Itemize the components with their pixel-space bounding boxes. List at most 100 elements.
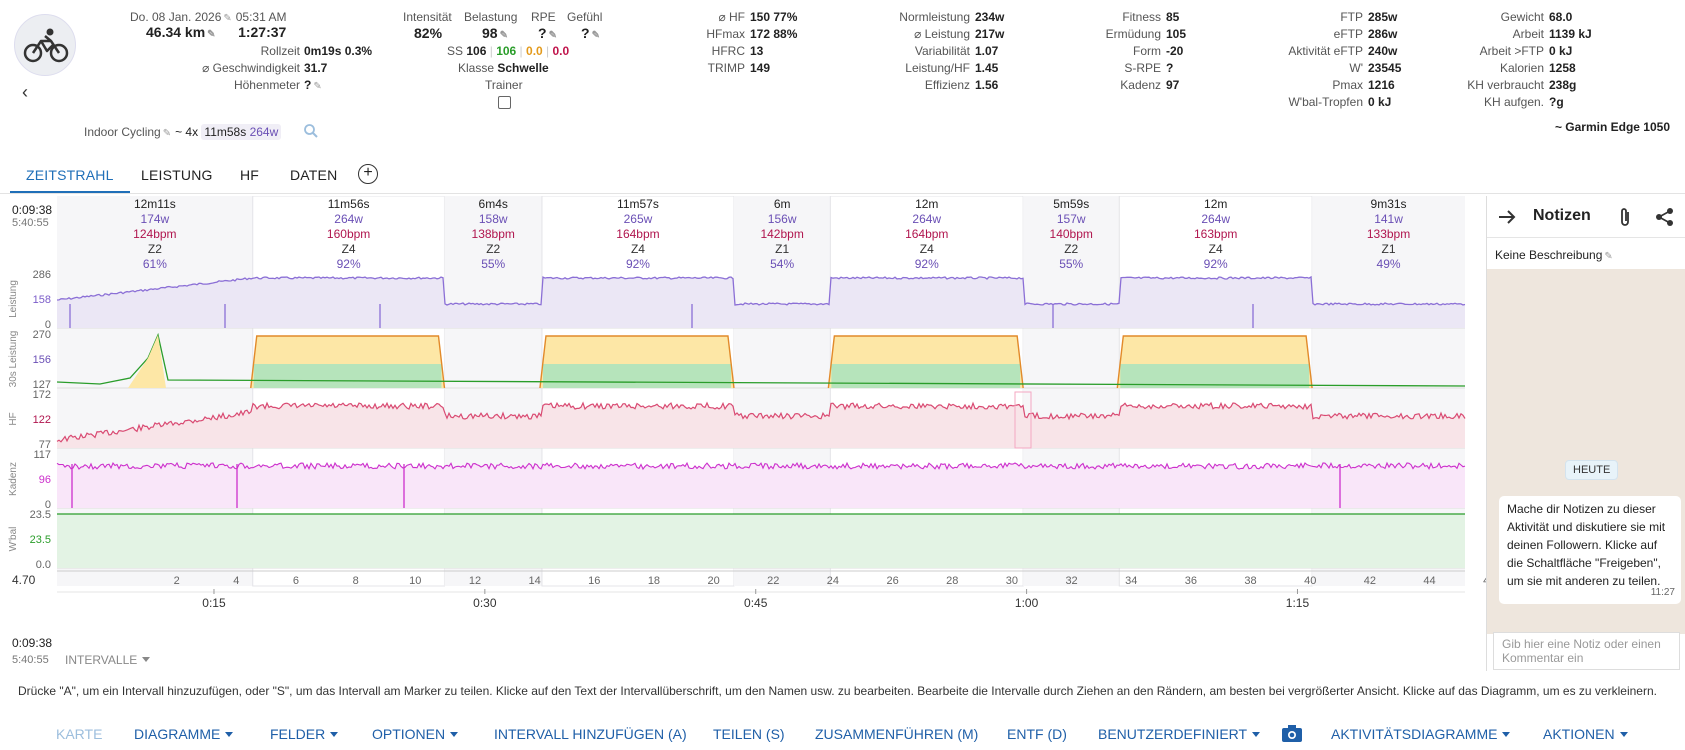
ftp-value-1: 286w bbox=[1368, 27, 1398, 41]
felder-button[interactable]: FELDER bbox=[270, 726, 339, 742]
weight-label-2: Arbeit >FTP bbox=[1479, 44, 1544, 58]
z4-edge-5 bbox=[827, 335, 1024, 389]
interval-label-2-2: 138bpm bbox=[472, 227, 515, 241]
interval-label-2-3: Z2 bbox=[486, 242, 500, 256]
distance-tick-20: 42 bbox=[1364, 575, 1376, 587]
interval-label-8-3: Z1 bbox=[1382, 242, 1396, 256]
z4-edge-7 bbox=[1116, 335, 1313, 389]
edit-pencil-icon[interactable]: ✎ bbox=[548, 30, 557, 41]
elevation-value[interactable]: ? ✎ bbox=[304, 78, 322, 92]
tab-zeitstrahl[interactable]: ZEITSTRAHL bbox=[10, 165, 130, 193]
time-tick-2: 0:45 bbox=[744, 596, 768, 610]
edit-pencil-icon[interactable]: ✎ bbox=[223, 13, 232, 24]
intervals-dropdown[interactable]: INTERVALLE bbox=[65, 653, 151, 667]
distance-tick-4: 10 bbox=[409, 575, 421, 587]
feel-value[interactable]: ? ✎ bbox=[581, 25, 600, 41]
delete-button[interactable]: ENTF (D) bbox=[1007, 726, 1067, 742]
merge-button[interactable]: ZUSAMMENFÜHREN (M) bbox=[815, 726, 979, 742]
back-arrow-icon[interactable]: ‹ bbox=[22, 82, 28, 102]
interval-label-7-1: 264w bbox=[1201, 212, 1230, 226]
notes-panel: Notizen Keine Beschreibung ✎ HEUTE Mache … bbox=[1486, 196, 1685, 671]
edit-pencil-icon[interactable]: ✎ bbox=[499, 30, 508, 41]
panel-tick-4-1: 23.5 bbox=[30, 534, 51, 546]
interval-label-0-1: 174w bbox=[141, 212, 170, 226]
edit-pencil-icon[interactable]: ✎ bbox=[207, 29, 216, 40]
rollzeit-label: Rollzeit bbox=[260, 44, 300, 58]
panel-tick-0-1: 158 bbox=[33, 294, 51, 306]
trainer-label: Trainer bbox=[485, 78, 523, 92]
device-name: ~ Garmin Edge 1050 bbox=[1554, 120, 1670, 134]
add-interval-button[interactable]: INTERVALL HINZUFÜGEN (A) bbox=[494, 726, 687, 742]
activity-charts-button[interactable]: AKTIVITÄTSDIAGRAMME bbox=[1331, 726, 1511, 742]
note-input[interactable]: Gib hier eine Notiz oder einen Kommentar… bbox=[1493, 632, 1680, 670]
tab-daten[interactable]: DATEN bbox=[290, 167, 338, 183]
power-label-1: ⌀ Leistung bbox=[914, 27, 970, 41]
edit-pencil-icon[interactable]: ✎ bbox=[1604, 251, 1613, 262]
panel-label-3: Kadenz bbox=[8, 462, 19, 496]
cursor-time: 0:09:38 bbox=[12, 203, 53, 217]
add-tab-icon[interactable]: + bbox=[358, 164, 378, 184]
fitness-label-4: Kadenz bbox=[1120, 78, 1161, 92]
z4-edge-3 bbox=[539, 335, 735, 389]
interval-label-1-2: 160bpm bbox=[327, 227, 370, 241]
interval-label-3-4: 92% bbox=[626, 257, 650, 271]
search-icon[interactable] bbox=[303, 123, 319, 139]
custom-button[interactable]: BENUTZERDEFINIERT bbox=[1098, 726, 1261, 742]
chevron-down-icon bbox=[1252, 732, 1261, 737]
weight-value-5: ?g bbox=[1549, 95, 1564, 109]
timeline-svg[interactable]: 12m11s174w124bpmZ261%11m56s264w160bpmZ49… bbox=[0, 195, 1495, 671]
interval-label-3-3: Z4 bbox=[631, 242, 645, 256]
panel-tick-0-2: 0 bbox=[45, 319, 51, 331]
interval-label-4-1: 156w bbox=[768, 212, 797, 226]
interval-label-8-2: 133bpm bbox=[1367, 227, 1410, 241]
diagramme-button[interactable]: DIAGRAMME bbox=[134, 726, 234, 742]
tab-hf[interactable]: HF bbox=[240, 167, 260, 183]
distance-duration: 46.34 km ✎ 1:27:37 bbox=[146, 24, 286, 40]
trainer-checkbox[interactable] bbox=[498, 96, 511, 109]
hr-line bbox=[56, 401, 1466, 443]
edit-pencil-icon[interactable]: ✎ bbox=[591, 30, 600, 41]
hr-value-2: 13 bbox=[750, 44, 764, 58]
fitness-value-2: -20 bbox=[1166, 44, 1184, 58]
fitness-value-4: 97 bbox=[1166, 78, 1180, 92]
activity-header: ‹ Do. 08 Jan. 2026 ✎ 05:31 AM 46.34 km ✎ 1… bbox=[0, 0, 1685, 150]
edit-pencil-icon[interactable]: ✎ bbox=[313, 81, 322, 92]
timeline-chart[interactable]: 12m11s 174w 124bpm Z2 61% 11m56s 264w 160bpm Z4 9… bbox=[0, 195, 1495, 671]
rpe-value[interactable]: ? ✎ bbox=[538, 25, 557, 41]
panel-tick-1-2: 127 bbox=[33, 379, 51, 391]
arrow-right-icon[interactable] bbox=[1497, 208, 1517, 226]
panel-tick-4-2: 0.0 bbox=[36, 559, 51, 571]
description[interactable]: Keine Beschreibung ✎ bbox=[1495, 248, 1613, 262]
interval-label-3-2: 164bpm bbox=[616, 227, 659, 241]
share-icon[interactable] bbox=[1655, 207, 1675, 227]
activity-type[interactable]: Indoor Cycling ✎ ~ 4x 11m58s 264w bbox=[84, 124, 282, 141]
actions-button[interactable]: AKTIONEN bbox=[1543, 726, 1628, 742]
weight-label-1: Arbeit bbox=[1512, 27, 1544, 41]
interval-label-4-3: Z1 bbox=[775, 242, 789, 256]
load-value[interactable]: 98 ✎ bbox=[482, 25, 508, 41]
split-button[interactable]: TEILEN (S) bbox=[713, 726, 785, 742]
panel-tick-3-0: 117 bbox=[33, 449, 51, 461]
ss-field: SS 106 | 106 | 0.0 | 0.0 bbox=[447, 44, 570, 58]
intensity-field: Intensität bbox=[403, 10, 452, 24]
panel-label-0: Leistung bbox=[8, 280, 19, 318]
intensity-value: 82% bbox=[414, 25, 443, 41]
optionen-button[interactable]: OPTIONEN bbox=[372, 726, 459, 742]
ftp-value-5: 0 kJ bbox=[1368, 95, 1392, 109]
edit-pencil-icon[interactable]: ✎ bbox=[162, 128, 172, 139]
power-value-3: 1.45 bbox=[975, 61, 999, 75]
ftp-label-3: W' bbox=[1349, 61, 1363, 75]
tab-leistung[interactable]: LEISTUNG bbox=[141, 167, 213, 183]
weight-value-0: 68.0 bbox=[1549, 10, 1573, 24]
distance-tick-21: 44 bbox=[1423, 575, 1435, 587]
notes-message: Mache dir Notizen zu dieser Aktivität un… bbox=[1499, 496, 1681, 604]
interval-label-2-4: 55% bbox=[481, 257, 505, 271]
karte-button[interactable]: KARTE bbox=[56, 726, 103, 742]
distance-tick-18: 38 bbox=[1244, 575, 1256, 587]
paperclip-icon[interactable] bbox=[1618, 206, 1632, 228]
camera-icon[interactable] bbox=[1281, 725, 1303, 743]
message-time: 11:27 bbox=[1650, 587, 1675, 598]
interval-label-5-1: 264w bbox=[912, 212, 941, 226]
power-line bbox=[56, 275, 1466, 306]
distance-tick-19: 40 bbox=[1304, 575, 1316, 587]
